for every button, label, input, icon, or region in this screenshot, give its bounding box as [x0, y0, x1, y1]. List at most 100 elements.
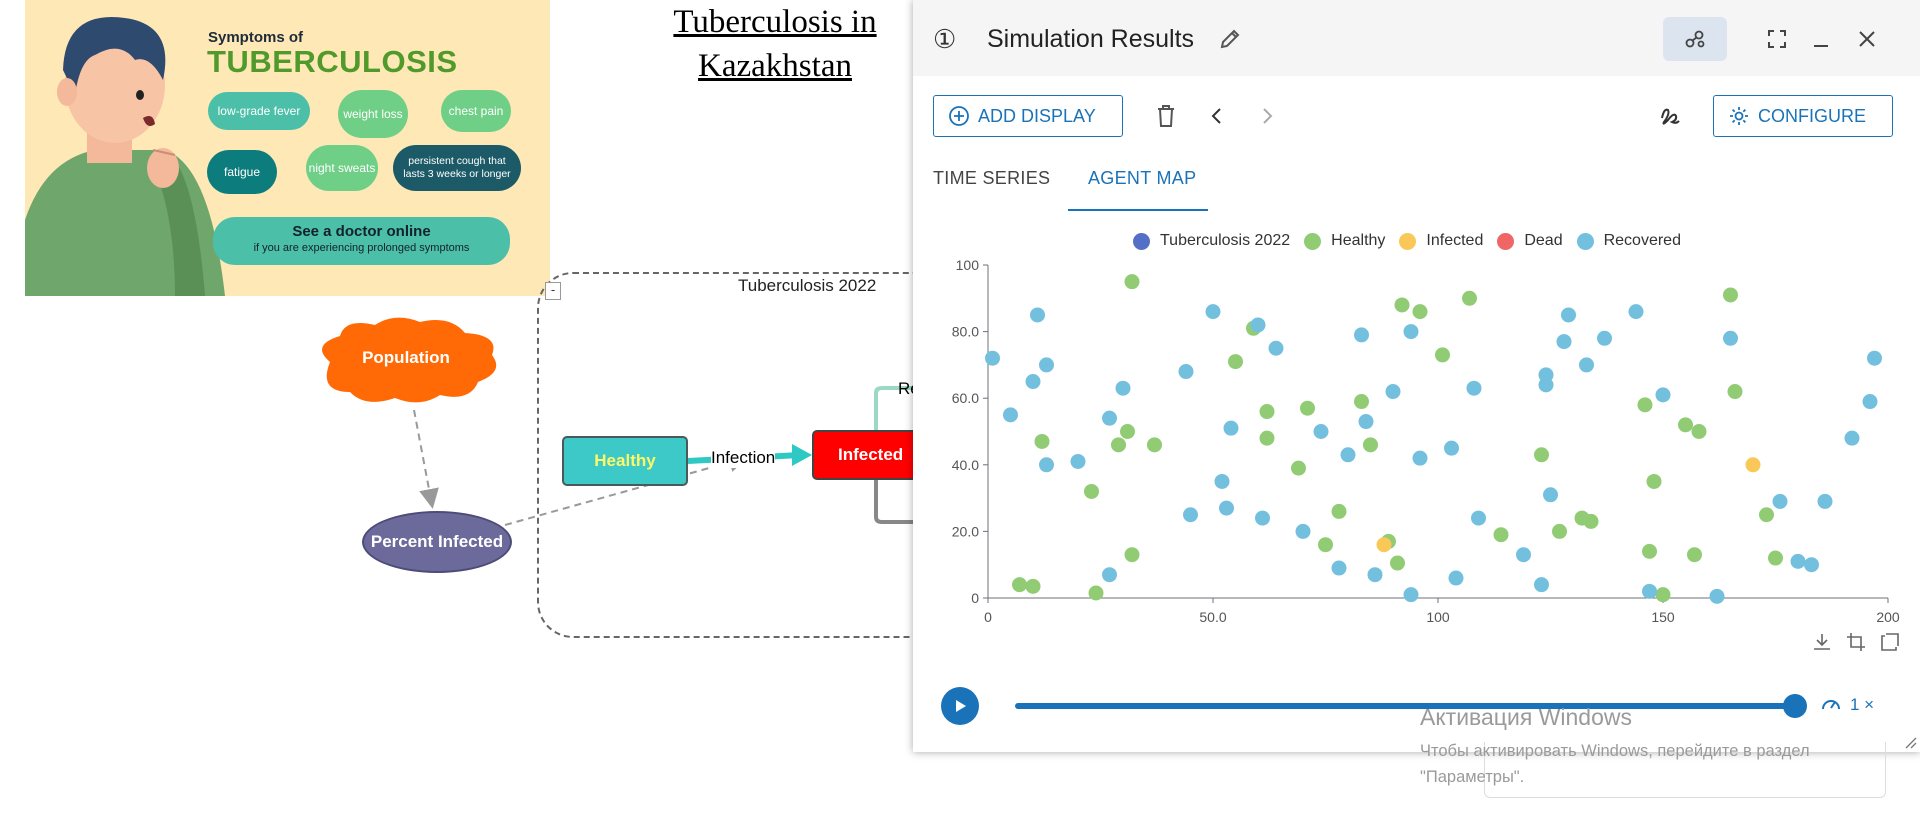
scatter-point-recovered[interactable] [1804, 557, 1819, 573]
scatter-point-recovered[interactable] [1102, 410, 1117, 426]
scatter-point-recovered[interactable] [1516, 547, 1531, 563]
delete-display-button[interactable] [1150, 100, 1182, 132]
scatter-point-recovered[interactable] [1862, 394, 1878, 410]
percent-infected-node[interactable]: Percent Infected [362, 511, 512, 573]
scatter-point-healthy[interactable] [1363, 437, 1378, 453]
scatter-point-recovered[interactable] [1597, 330, 1612, 346]
scatter-point-healthy[interactable] [1025, 578, 1041, 594]
scatter-point-recovered[interactable] [1115, 380, 1131, 396]
add-display-button[interactable]: ADD DISPLAY [933, 95, 1123, 137]
zoom-reset-button[interactable] [1873, 628, 1907, 656]
speed-control[interactable]: 1 × [1820, 694, 1874, 716]
scatter-point-healthy[interactable] [1637, 397, 1653, 413]
scatter-point-recovered[interactable] [1844, 430, 1860, 446]
scatter-point-recovered[interactable] [1025, 374, 1041, 390]
scatter-point-healthy[interactable] [1646, 473, 1662, 489]
play-button[interactable] [941, 687, 979, 725]
population-node-shape[interactable] [322, 317, 497, 403]
scatter-point-infected[interactable] [1376, 537, 1392, 553]
scatter-point-recovered[interactable] [1039, 357, 1054, 373]
scatter-point-healthy[interactable] [1259, 404, 1275, 420]
edit-pencil-icon[interactable] [1219, 28, 1241, 55]
scatter-point-recovered[interactable] [1403, 324, 1419, 340]
close-button[interactable] [1849, 17, 1885, 61]
scatter-point-recovered[interactable] [1030, 307, 1045, 323]
scatter-point-recovered[interactable] [1268, 340, 1284, 356]
tab-agent-map[interactable]: AGENT MAP [1088, 168, 1197, 188]
previous-display-button[interactable] [1201, 100, 1233, 132]
scatter-point-recovered[interactable] [1403, 587, 1419, 603]
configure-button[interactable]: CONFIGURE [1713, 95, 1893, 137]
scatter-point-healthy[interactable] [1088, 585, 1104, 601]
legend-item[interactable]: Recovered [1576, 232, 1681, 250]
scatter-point-recovered[interactable] [1412, 450, 1428, 466]
scatter-point-recovered[interactable] [1790, 553, 1806, 569]
scatter-point-infected[interactable] [1745, 457, 1761, 473]
scatter-point-recovered[interactable] [1255, 510, 1270, 526]
scatter-point-recovered[interactable] [1039, 457, 1054, 473]
scatter-point-recovered[interactable] [1448, 570, 1464, 586]
scatter-point-healthy[interactable] [1534, 447, 1549, 463]
scatter-point-recovered[interactable] [1534, 577, 1549, 593]
scatter-point-recovered[interactable] [1538, 377, 1554, 393]
next-display-button[interactable] [1251, 100, 1283, 132]
scatter-point-healthy[interactable] [1642, 543, 1657, 559]
scatter-point-healthy[interactable] [1691, 424, 1707, 439]
scatter-point-healthy[interactable] [1552, 523, 1567, 539]
scatter-point-recovered[interactable] [1655, 387, 1671, 403]
network-view-button[interactable] [1663, 17, 1727, 61]
window-header[interactable]: ① Simulation Results [913, 0, 1920, 76]
scatter-point-healthy[interactable] [1259, 430, 1275, 446]
scatter-point-recovered[interactable] [1223, 420, 1239, 436]
scatter-point-healthy[interactable] [1655, 587, 1671, 603]
scatter-point-healthy[interactable] [1147, 437, 1162, 453]
scatter-point-recovered[interactable] [1817, 493, 1833, 509]
scatter-point-recovered[interactable] [1867, 350, 1882, 366]
tab-time-series[interactable]: TIME SERIES [933, 168, 1051, 188]
scatter-point-healthy[interactable] [1331, 503, 1347, 519]
minimize-button[interactable] [1803, 17, 1839, 61]
scatter-point-healthy[interactable] [1678, 417, 1693, 433]
scatter-point-healthy[interactable] [1493, 527, 1509, 543]
scatter-point-recovered[interactable] [1628, 304, 1644, 320]
scatter-point-healthy[interactable] [1291, 460, 1306, 476]
playback-slider-thumb[interactable] [1783, 694, 1807, 718]
model-title[interactable]: Tuberculosis in Kazakhstan [640, 0, 910, 88]
scatter-point-healthy[interactable] [1462, 290, 1477, 306]
scatter-point-healthy[interactable] [1012, 577, 1027, 593]
scatter-point-recovered[interactable] [1772, 493, 1788, 509]
population-to-percent-link[interactable] [413, 409, 439, 509]
scatter-point-healthy[interactable] [1228, 354, 1243, 370]
scatter-point-healthy[interactable] [1318, 537, 1333, 553]
scatter-point-healthy[interactable] [1120, 424, 1135, 439]
scatter-point-healthy[interactable] [1124, 547, 1140, 563]
scatter-point-healthy[interactable] [1084, 483, 1099, 499]
legend-item[interactable]: Tuberculosis 2022 [1133, 232, 1290, 250]
scatter-point-recovered[interactable] [1466, 380, 1482, 396]
scatter-point-recovered[interactable] [985, 350, 1000, 366]
scatter-point-recovered[interactable] [1642, 583, 1657, 599]
death-flow[interactable] [874, 480, 913, 524]
scatter-point-recovered[interactable] [1205, 304, 1221, 320]
scatter-point-healthy[interactable] [1727, 384, 1743, 400]
scatter-point-recovered[interactable] [1250, 317, 1266, 333]
healthy-state-node[interactable]: Healthy [562, 436, 688, 486]
scatter-point-recovered[interactable] [1561, 307, 1576, 323]
scatter-point-healthy[interactable] [1412, 304, 1428, 320]
agent-map-scatter-chart[interactable]: 0 20.0 40.0 60.0 80.0 100 0 50.0 100 150 200 [913, 255, 1920, 625]
scatter-point-healthy[interactable] [1124, 274, 1140, 290]
scatter-point-recovered[interactable] [1183, 507, 1198, 523]
scatter-point-recovered[interactable] [1358, 414, 1374, 430]
scatter-point-healthy[interactable] [1111, 437, 1126, 453]
legend-item[interactable]: Dead [1497, 232, 1563, 250]
legend-item[interactable]: Healthy [1304, 232, 1385, 250]
scatter-point-recovered[interactable] [1295, 523, 1311, 539]
fullscreen-button[interactable] [1759, 17, 1795, 61]
scatter-point-recovered[interactable] [1444, 440, 1459, 456]
draw-annotation-button[interactable] [1654, 100, 1686, 132]
scatter-point-recovered[interactable] [1219, 500, 1234, 516]
scatter-point-recovered[interactable] [1331, 560, 1347, 576]
scatter-point-recovered[interactable] [1214, 473, 1230, 489]
simulation-results-window[interactable]: ① Simulation Results ADD DISPLAY [913, 0, 1920, 752]
scatter-point-recovered[interactable] [1367, 567, 1383, 583]
